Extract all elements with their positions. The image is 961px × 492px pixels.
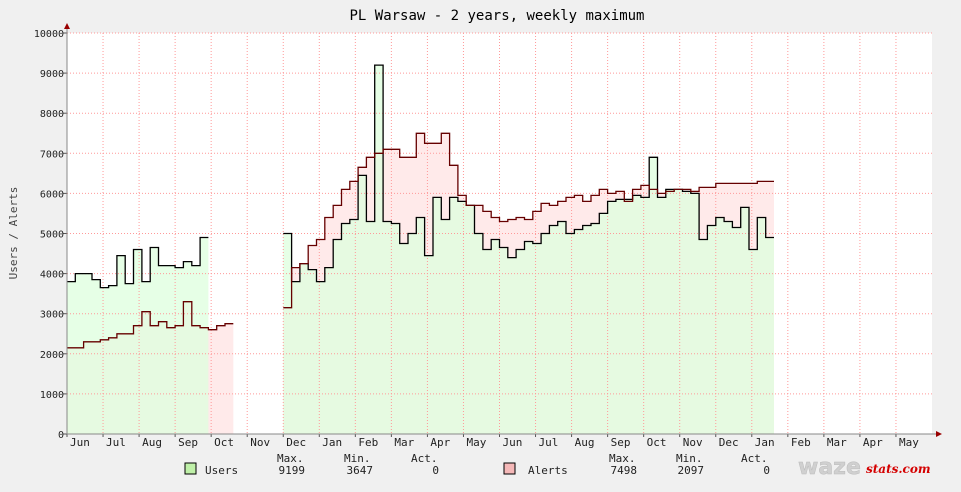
ytick-label-0: 0 — [58, 430, 64, 441]
ytick-label-7000: 7000 — [40, 149, 64, 160]
xtick-label-oct-4: Oct — [214, 436, 234, 449]
legend-max-users: 9199 — [279, 464, 306, 477]
xtick-label-jul-13: Jul — [539, 436, 559, 449]
legend-label-users: Users — [205, 464, 238, 477]
line-alerts-0 — [67, 301, 234, 349]
legend-min-users: 3647 — [347, 464, 374, 477]
band-1 — [316, 33, 325, 434]
xtick-label-jun-0: Jun — [70, 436, 90, 449]
legend-max-alerts: 7498 — [611, 464, 638, 477]
xtick-label-jan-7: Jan — [322, 436, 342, 449]
line-users-1 — [283, 64, 774, 283]
x-axis-arrow — [936, 431, 942, 437]
xtick-label-mar-21: Mar — [827, 436, 847, 449]
xtick-label-jul-1: Jul — [106, 436, 126, 449]
xtick-label-nov-5: Nov — [250, 436, 270, 449]
ytick-label-5000: 5000 — [40, 230, 64, 241]
wazestats-logo: waze stats.com — [798, 455, 931, 481]
legend-header-min-users: Min. — [344, 452, 371, 465]
xtick-label-jan-19: Jan — [755, 436, 775, 449]
line-users-0 — [67, 236, 209, 289]
line-alerts-1 — [283, 132, 774, 309]
ytick-label-9000: 9000 — [40, 69, 64, 80]
legend-header-min-alerts: Min. — [676, 452, 703, 465]
xtick-label-mar-9: Mar — [394, 436, 414, 449]
legend: Max. Min. Act. Users 9199 3647 0 Max. Mi… — [184, 452, 770, 477]
xtick-label-aug-2: Aug — [142, 436, 162, 449]
xtick-label-dec-18: Dec — [719, 436, 739, 449]
xtick-label-may-23: May — [899, 436, 919, 449]
xtick-label-sep-3: Sep — [178, 436, 198, 449]
y-axis-arrow — [64, 23, 70, 29]
logo-waze-text: waze — [798, 455, 861, 480]
chart-title: PL Warsaw - 2 years, weekly maximum — [349, 8, 644, 24]
legend-header-act-users: Act. — [411, 452, 438, 465]
ytick-label-2000: 2000 — [40, 350, 64, 361]
legend-min-alerts: 2097 — [678, 464, 705, 477]
ytick-label-4000: 4000 — [40, 270, 64, 281]
area-users-0 — [67, 237, 209, 434]
ytick-label-6000: 6000 — [40, 189, 64, 200]
xtick-label-nov-17: Nov — [683, 436, 703, 449]
legend-swatch-users — [184, 462, 197, 475]
xtick-label-feb-20: Feb — [791, 436, 811, 449]
xtick-label-apr-10: Apr — [430, 436, 450, 449]
xtick-label-aug-14: Aug — [575, 436, 595, 449]
legend-act-alerts: 0 — [763, 464, 770, 477]
ytick-label-10000: 10000 — [34, 29, 64, 40]
xtick-label-sep-15: Sep — [611, 436, 631, 449]
legend-header-max-alerts: Max. — [609, 452, 636, 465]
y-axis-label: Users / Alerts — [7, 187, 20, 280]
legend-swatch-alerts — [503, 462, 516, 475]
logo-stats-text: stats.com — [866, 462, 931, 476]
legend-label-alerts: Alerts — [528, 464, 568, 477]
xtick-label-apr-22: Apr — [863, 436, 883, 449]
ytick-label-8000: 8000 — [40, 109, 64, 120]
xtick-label-jun-12: Jun — [503, 436, 523, 449]
legend-act-users: 0 — [432, 464, 439, 477]
legend-header-act-alerts: Act. — [741, 452, 768, 465]
xtick-label-oct-16: Oct — [647, 436, 667, 449]
xtick-label-feb-8: Feb — [358, 436, 378, 449]
xtick-label-dec-6: Dec — [286, 436, 306, 449]
xtick-label-may-11: May — [466, 436, 486, 449]
legend-header-max-users: Max. — [277, 452, 304, 465]
ytick-label-1000: 1000 — [40, 390, 64, 401]
ytick-label-3000: 3000 — [40, 310, 64, 321]
